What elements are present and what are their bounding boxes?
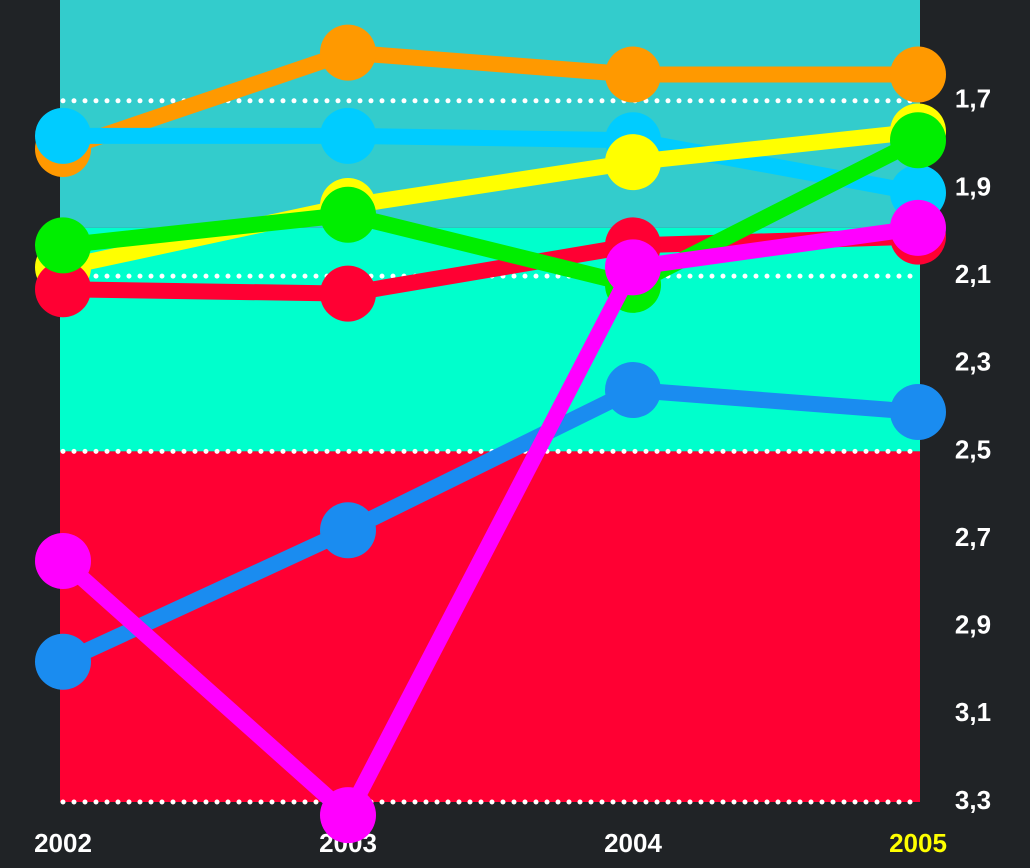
series-marker bbox=[605, 134, 661, 191]
series-marker bbox=[890, 112, 946, 169]
x-tick-label: 2004 bbox=[604, 828, 662, 858]
series-marker bbox=[35, 217, 91, 274]
y-tick-label: 2,9 bbox=[955, 610, 991, 640]
series-marker bbox=[890, 199, 946, 256]
series-marker bbox=[320, 107, 376, 164]
series-line bbox=[57, 219, 920, 824]
series-marker bbox=[35, 261, 91, 318]
series-marker bbox=[605, 239, 661, 296]
series-marker bbox=[320, 502, 376, 559]
series-marker bbox=[320, 186, 376, 243]
y-tick-label: 3,1 bbox=[955, 697, 991, 727]
x-tick-label: 2005 bbox=[889, 828, 947, 858]
y-tick-label: 1,9 bbox=[955, 171, 991, 201]
series-marker bbox=[605, 46, 661, 103]
series-line bbox=[59, 382, 919, 670]
series-marker bbox=[35, 633, 91, 690]
y-tick-label: 1,7 bbox=[955, 84, 991, 114]
series-line bbox=[63, 127, 920, 201]
series-line bbox=[62, 133, 922, 293]
y-tick-label: 2,5 bbox=[955, 434, 991, 464]
series-marker bbox=[320, 24, 376, 81]
series-marker bbox=[890, 383, 946, 440]
series-marker bbox=[890, 46, 946, 103]
series-marker bbox=[320, 265, 376, 322]
series-marker bbox=[320, 787, 376, 844]
series-marker bbox=[35, 107, 91, 164]
series-line bbox=[60, 44, 918, 157]
y-tick-label: 2,1 bbox=[955, 259, 991, 289]
band bbox=[60, 227, 920, 452]
y-tick-label: 3,3 bbox=[955, 785, 991, 815]
x-tick-label: 2002 bbox=[34, 828, 92, 858]
y-tick-label: 2,3 bbox=[955, 347, 991, 377]
band bbox=[60, 451, 920, 802]
y-tick-label: 2,7 bbox=[955, 522, 991, 552]
series-marker bbox=[605, 362, 661, 419]
series-marker bbox=[35, 532, 91, 589]
